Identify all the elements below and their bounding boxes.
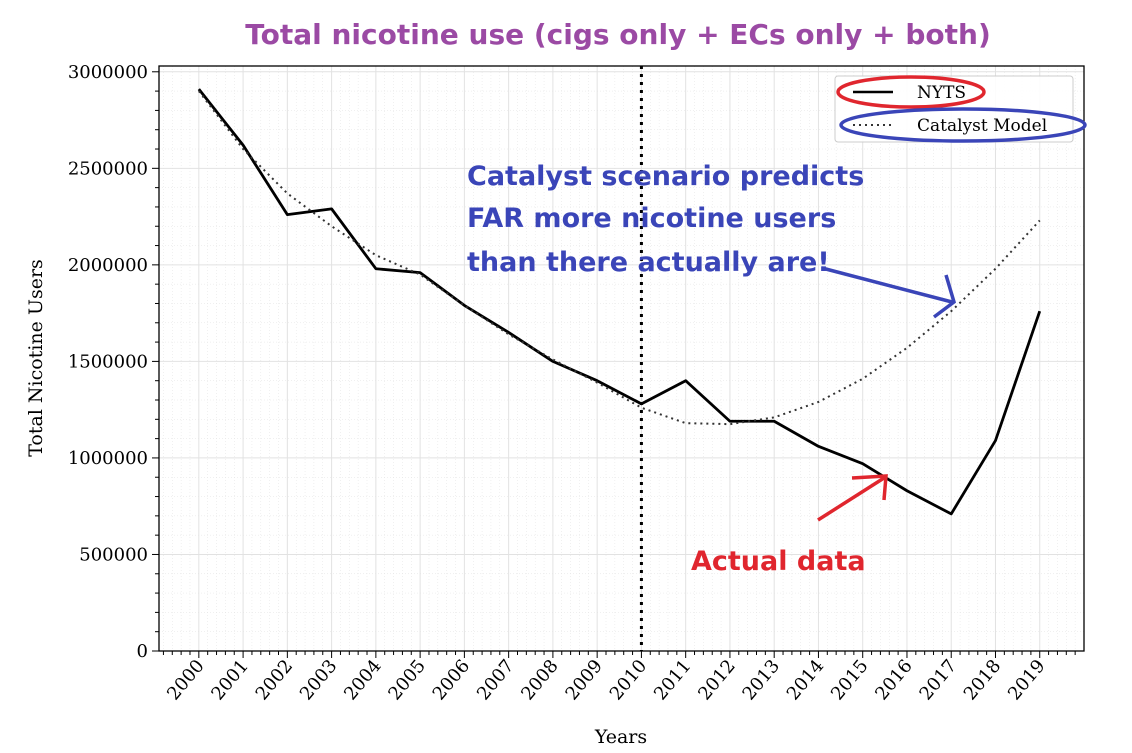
series-line-nyts [197,88,1042,516]
series-line-catalyst-model [198,90,1041,426]
x-axis-label: Years [594,726,647,748]
annotation-catalyst-line-2: FAR more nicotine users [467,203,836,234]
legend: NYTS Catalyst Model [834,75,1087,143]
x-tick-label: 2007 [473,656,519,705]
y-tick-label: 0 [137,641,148,662]
annotation-catalyst-arrowhead [932,274,957,319]
x-tick-label: 2005 [384,656,430,705]
annotation-catalyst: Catalyst scenario predicts FAR more nico… [467,161,957,319]
x-tick-label: 2004 [340,656,386,705]
x-tick-label: 2000 [163,656,209,705]
annotation-actual-arrowhead [851,474,888,501]
y-tick-label: 2500000 [68,158,148,179]
x-tick-label: 2014 [783,656,829,705]
x-tick-label: 2011 [650,656,696,705]
annotation-catalyst-line-3: than there actually are! [467,247,830,278]
x-tick-label: 2018 [960,656,1006,705]
annotation-catalyst-line-1: Catalyst scenario predicts [467,161,864,192]
series-layer [197,88,1042,516]
x-tick-label: 2003 [296,656,342,705]
y-tick-label: 3000000 [68,62,148,83]
plot-frame [158,65,1085,652]
x-tick-label: 2015 [827,656,873,705]
x-tick-label: 2001 [207,656,253,705]
x-tick-label: 2019 [1004,656,1050,705]
legend-label-nyts: NYTS [917,83,966,103]
legend-highlight-blue [839,107,1087,143]
x-tick-label: 2006 [429,656,475,705]
x-tick-label: 2009 [561,656,607,705]
x-tick-label: 2016 [871,656,917,705]
annotation-actual-line-1: Actual data [691,546,866,577]
grid [159,66,1084,651]
legend-label-catalyst: Catalyst Model [917,116,1047,136]
y-tick-label: 1000000 [68,448,148,469]
y-tick-label: 500000 [79,544,148,565]
x-axis: 2000200120022003200420052006200720082009… [162,651,1076,705]
legend-highlight-red [836,75,986,109]
y-axis-label: Total Nicotine Users [25,259,47,457]
y-tick-label: 1500000 [68,351,148,372]
annotation-actual: Actual data [691,474,888,577]
y-tick-label: 2000000 [68,255,148,276]
x-tick-label: 2002 [252,656,298,705]
y-axis: 0 500000 1000000 1500000 2000000 2500000 30000… [68,62,159,662]
x-tick-label: 2013 [738,656,784,705]
x-tick-label: 2017 [916,656,962,705]
annotation-actual-arrow [817,476,885,522]
x-tick-label: 2010 [606,656,652,705]
x-tick-label: 2008 [517,656,563,705]
chart-title: Total nicotine use (cigs only + ECs only… [245,18,991,51]
x-tick-label: 2012 [694,656,740,705]
annotation-catalyst-arrow [821,266,953,304]
